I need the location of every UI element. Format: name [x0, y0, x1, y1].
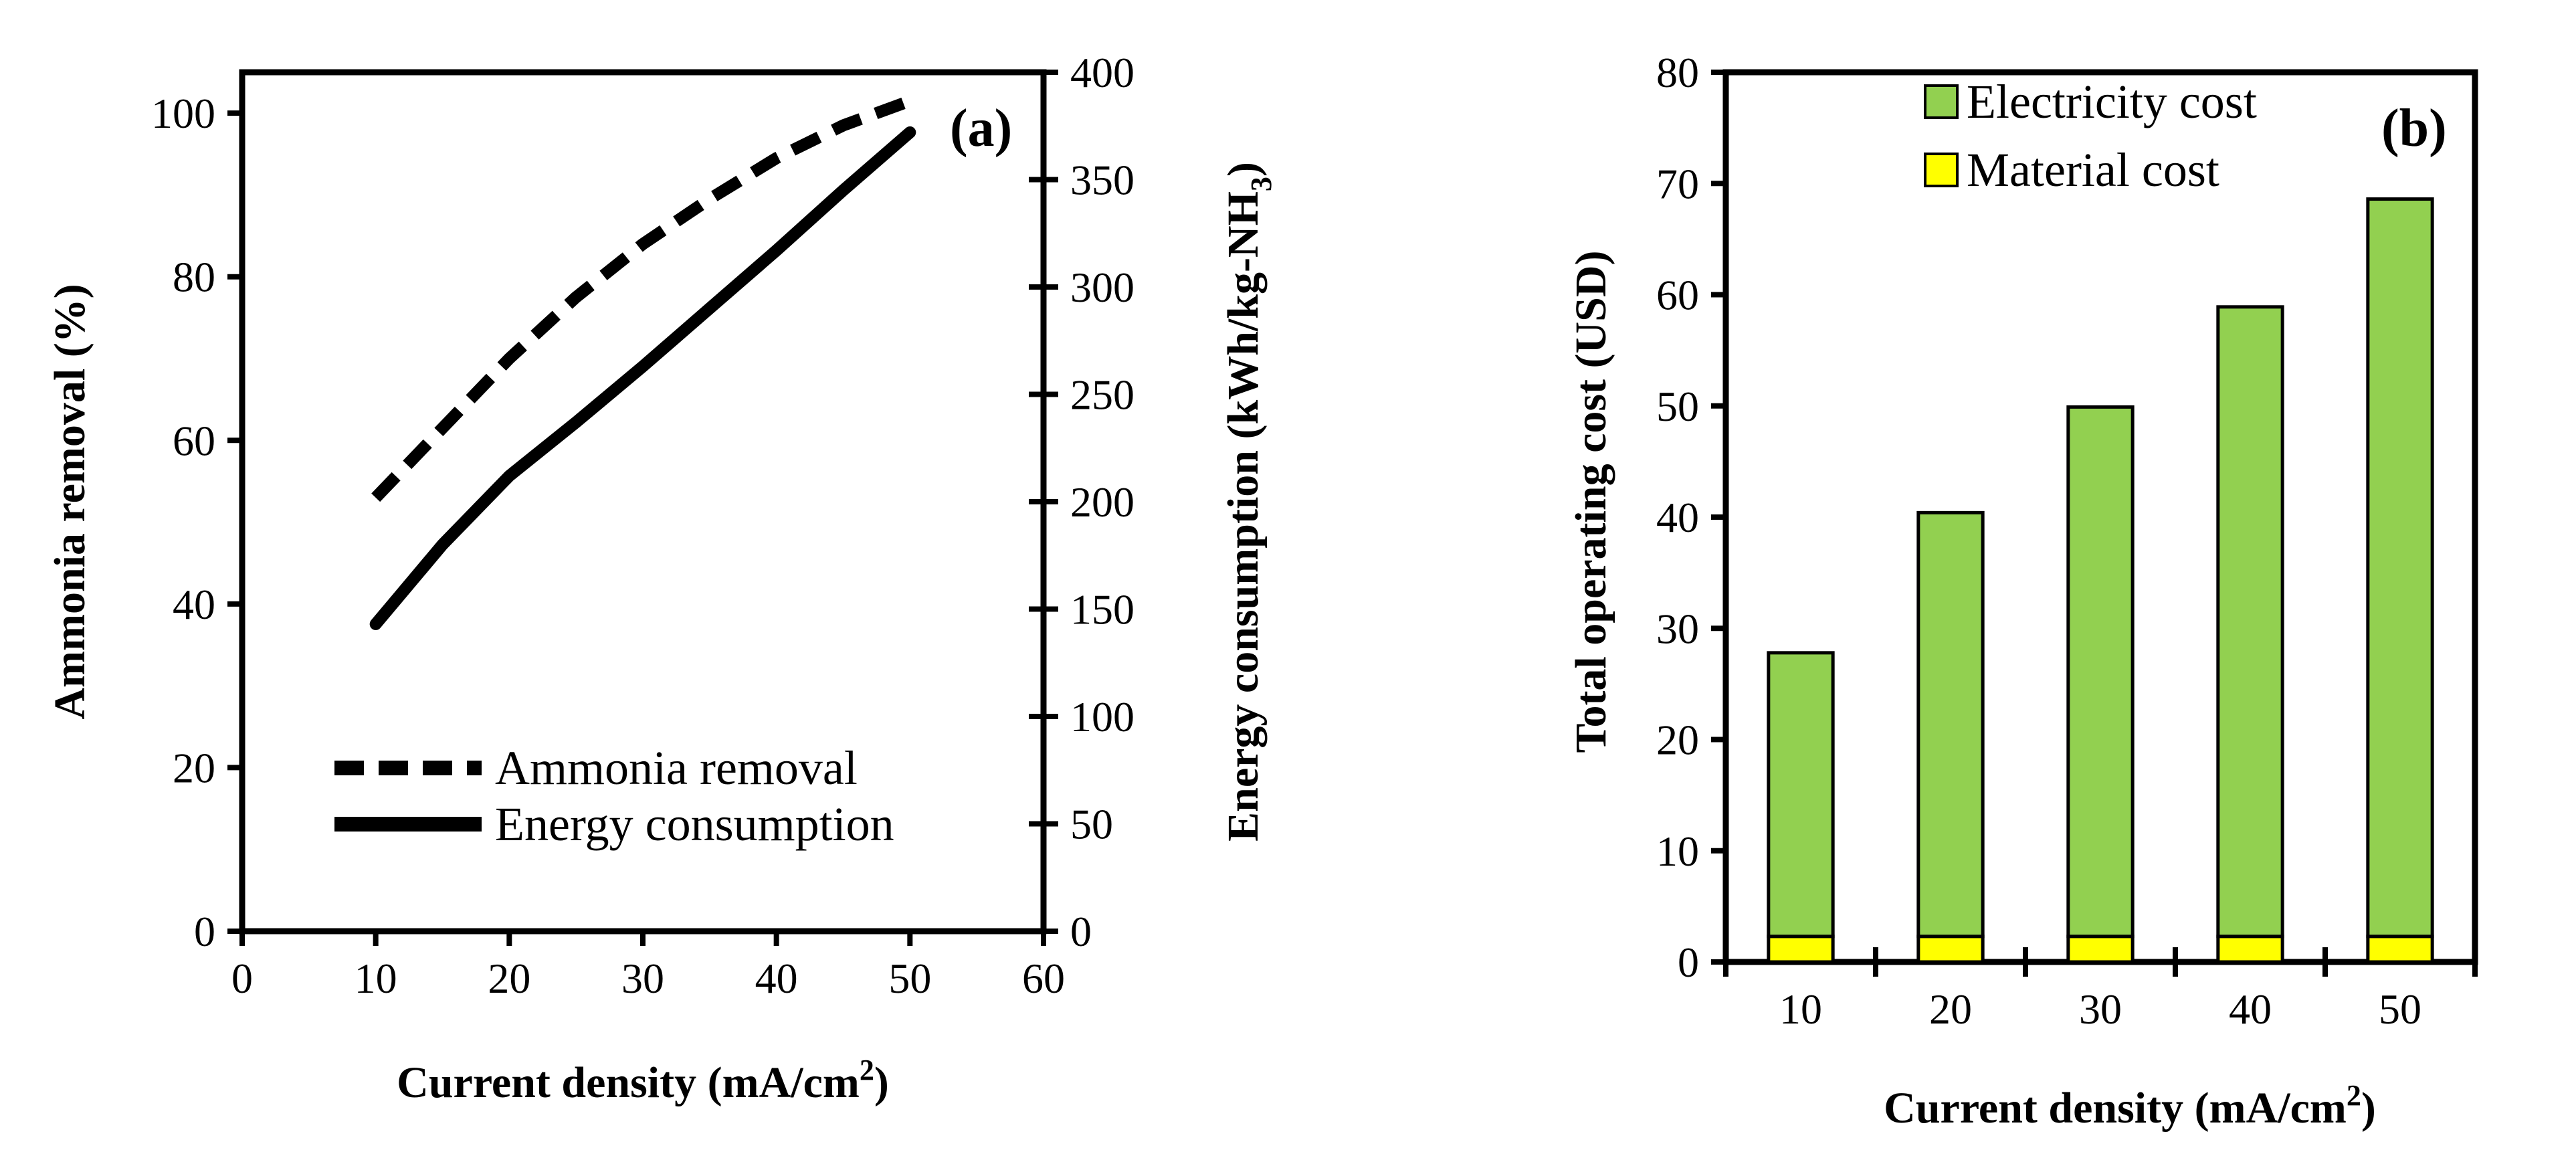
material-cost-bar: [2366, 935, 2434, 964]
b-x-tick-label: 50: [2379, 985, 2421, 1033]
a-y2-tick-label: 0: [1070, 908, 1092, 955]
b-y-tick-label: 30: [1656, 605, 1699, 652]
chart-b-x-axis-title: Current density (mA/cm2): [1884, 1079, 2376, 1133]
a-y2-tick-label: 100: [1070, 693, 1134, 741]
electricity-cost-bar: [2216, 305, 2284, 939]
a-y2-tick-label: 300: [1070, 264, 1134, 311]
legend-electricity-label: Electricity cost: [1967, 75, 2257, 128]
b-x-tick-label: 30: [2079, 985, 2122, 1033]
a-x-tick-label: 20: [488, 955, 530, 1002]
a-x-tick-label: 50: [888, 955, 931, 1002]
energy-consumption-line: [369, 126, 916, 630]
legend-ammonia-label: Ammonia removal: [495, 741, 858, 795]
material-cost-bar: [1767, 935, 1835, 964]
b-x-tick-label: 20: [1929, 985, 1972, 1033]
legend-material-swatch: [1924, 153, 1959, 187]
electricity-cost-bar: [2066, 405, 2135, 939]
electricity-cost-bar: [1916, 510, 1985, 939]
a-y-tick-label: 20: [173, 744, 215, 791]
a-x-tick-label: 0: [231, 955, 253, 1002]
a-y2-tick-label: 350: [1070, 157, 1134, 204]
a-y2-tick-label: 250: [1070, 371, 1134, 419]
b-y-tick-label: 40: [1656, 494, 1699, 541]
chart-b-legend: Electricity cost Material cost: [1924, 75, 2257, 197]
a-x-tick-label: 40: [755, 955, 798, 1002]
a-y-tick-label: 80: [173, 254, 215, 301]
b-y-tick-label: 60: [1656, 272, 1699, 319]
chart-a-panel-label: (a): [950, 99, 1012, 158]
electricity-cost-bar: [1767, 651, 1835, 939]
chart-a-legend: Ammonia removal Energy consumption: [334, 741, 894, 851]
b-x-tick-label: 10: [1779, 985, 1822, 1033]
chart-b: 0 10 20 30 40 50 60 70 80 10 20 30 40 50 (b) Electri…: [1567, 49, 2478, 1133]
chart-b-y-axis-title: Total operating cost (USD): [1567, 250, 1615, 753]
legend-electricity-swatch: [1924, 84, 1959, 119]
ammonia-removal-line: [371, 95, 912, 502]
electricity-cost-bar: [2366, 197, 2434, 939]
chart-a-y-axis-title: Ammonia removal (%): [45, 284, 94, 719]
legend-material-label: Material cost: [1967, 143, 2219, 197]
a-y2-tick-label: 200: [1070, 478, 1134, 526]
chart-a: 0 10 20 30 40 50 60 0 20 40 60 80 100 0 50 100 150 200 2…: [45, 49, 1278, 1107]
a-x-tick-label: 60: [1022, 955, 1065, 1002]
a-x-tick-label: 10: [355, 955, 397, 1002]
b-y-tick-label: 20: [1656, 716, 1699, 764]
a-y2-tick-label: 400: [1070, 49, 1134, 96]
a-y2-tick-label: 150: [1070, 586, 1134, 634]
b-x-tick-label: 40: [2229, 985, 2272, 1033]
chart-a-y2-axis-title: Energy consumption (kWh/kg-NH3): [1219, 162, 1278, 842]
b-y-tick-label: 80: [1656, 49, 1699, 96]
a-x-tick-label: 30: [621, 955, 664, 1002]
a-y-tick-label: 40: [173, 581, 215, 628]
a-y-tick-label: 0: [194, 908, 215, 955]
b-y-tick-label: 50: [1656, 383, 1699, 430]
chart-b-panel-label: (b): [2381, 99, 2447, 158]
b-y-tick-label: 10: [1656, 828, 1699, 875]
chart-a-x-axis-title: Current density (mA/cm2): [397, 1054, 889, 1107]
a-y-tick-label: 100: [151, 90, 215, 137]
material-cost-bar: [2216, 935, 2284, 964]
legend-energy-label: Energy consumption: [495, 797, 894, 851]
a-y-tick-label: 60: [173, 417, 215, 464]
b-y-tick-label: 70: [1656, 160, 1699, 207]
b-y-tick-label: 0: [1678, 939, 1699, 986]
material-cost-bar: [1916, 935, 1985, 964]
material-cost-bar: [2066, 935, 2135, 964]
a-y2-tick-label: 50: [1070, 801, 1113, 848]
